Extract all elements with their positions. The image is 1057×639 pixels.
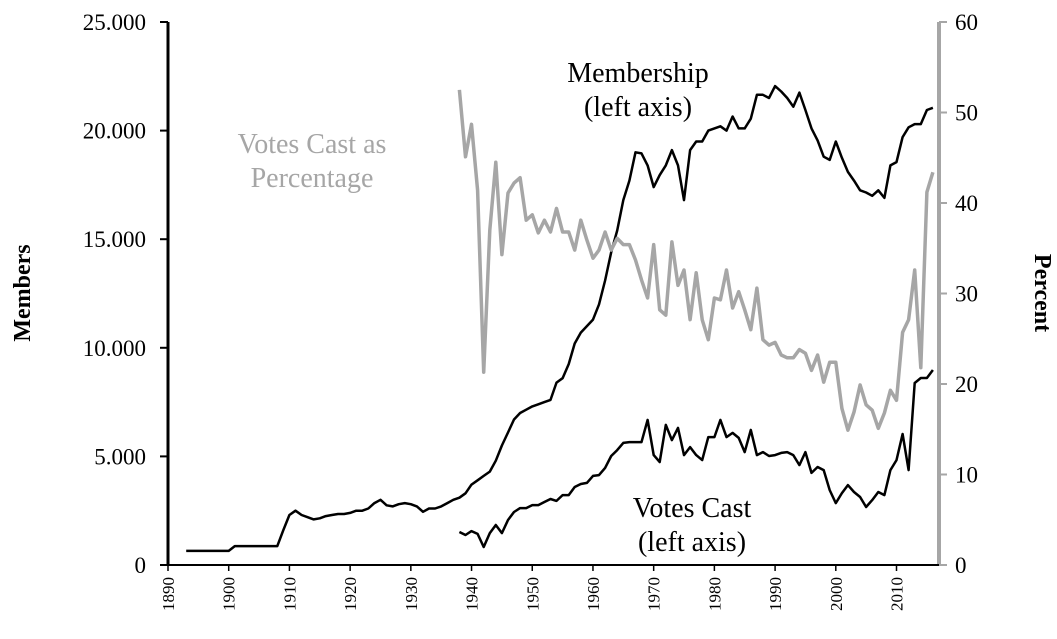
- y2-tick-label: 20: [955, 372, 978, 397]
- x-tick-label: 1920: [341, 577, 360, 611]
- y-tick-label: 25.000: [83, 10, 146, 35]
- x-tick-label: 2000: [827, 577, 846, 611]
- y-tick-label: 20.000: [83, 119, 146, 144]
- x-tick-label: 1890: [159, 577, 178, 611]
- x-tick-label: 1910: [280, 577, 299, 611]
- y-tick-label: 10.000: [83, 336, 146, 361]
- y2-tick-label: 40: [955, 191, 978, 216]
- y-tick-label: 5.000: [94, 444, 146, 469]
- y2-tick-label: 10: [955, 463, 978, 488]
- y2-tick-label: 50: [955, 101, 978, 126]
- x-tick-label: 1900: [220, 577, 239, 611]
- x-tick-label: 1970: [645, 577, 664, 611]
- x-tick-label: 1980: [705, 577, 724, 611]
- series-line: [457, 89, 935, 432]
- y2-tick-label: 60: [955, 10, 978, 35]
- y2-tick-label: 30: [955, 282, 978, 307]
- y-axis-label: Members: [10, 244, 36, 341]
- y2-tick-label: 0: [955, 553, 967, 578]
- x-tick-label: 1950: [523, 577, 542, 611]
- x-tick-label: 1930: [402, 577, 421, 611]
- annotation: (left axis): [584, 92, 692, 123]
- x-tick-label: 1990: [766, 577, 785, 611]
- annotation: Membership: [567, 58, 709, 89]
- series-line: [458, 369, 934, 549]
- y2-axis-label: Percent: [1029, 254, 1055, 332]
- annotation: Votes Cast as: [238, 129, 387, 160]
- x-tick-label: 1960: [584, 577, 603, 611]
- annotation: Votes Cast: [633, 493, 752, 524]
- y-tick-label: 15.000: [83, 227, 146, 252]
- series-line: [186, 84, 934, 553]
- annotation: Percentage: [251, 163, 374, 194]
- x-tick-label: 2010: [888, 577, 907, 611]
- y-tick-label: 0: [135, 553, 147, 578]
- x-tick-label: 1940: [463, 577, 482, 611]
- annotation: (left axis): [638, 527, 746, 558]
